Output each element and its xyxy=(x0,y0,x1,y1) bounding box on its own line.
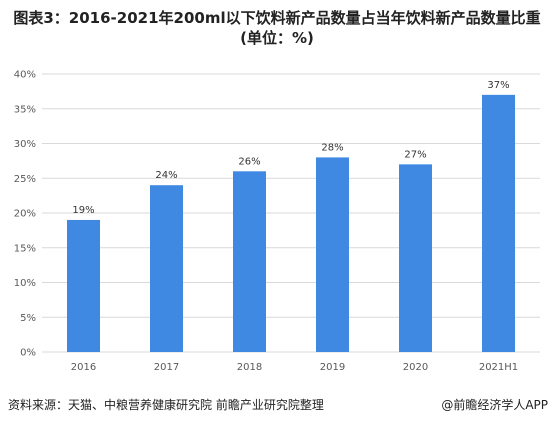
y-tick-label: 5% xyxy=(20,313,36,324)
x-axis-ticks: 2016 2017 2018 2019 2020 2021H1 xyxy=(71,362,518,373)
x-tick-label: 2020 xyxy=(403,362,428,373)
data-label: 19% xyxy=(72,205,94,216)
y-tick-label: 40% xyxy=(14,70,36,81)
y-tick-label: 10% xyxy=(14,278,36,289)
x-tick-label: 2021H1 xyxy=(479,362,518,373)
gridlines xyxy=(42,73,540,353)
credit-note: @前瞻经济学人APP xyxy=(441,398,548,412)
bar xyxy=(316,157,349,352)
x-tick-label: 2016 xyxy=(71,362,96,373)
data-label: 27% xyxy=(404,149,426,160)
bars xyxy=(67,94,515,352)
y-tick-label: 35% xyxy=(14,104,36,115)
y-tick-label: 0% xyxy=(20,348,36,359)
y-tick-label: 15% xyxy=(14,243,36,254)
bar xyxy=(399,164,432,352)
source-note: 资料来源：天猫、中粮营养健康研究院 前瞻产业研究院整理 xyxy=(8,398,324,412)
chart-title: 图表3：2016-2021年200ml以下饮料新产品数量占当年饮料新产品数量比重… xyxy=(13,9,541,47)
data-label: 37% xyxy=(487,80,509,91)
data-label: 28% xyxy=(321,142,343,153)
data-labels: 19% 24% 26% 28% 27% 37% xyxy=(72,80,509,216)
bar xyxy=(67,219,100,352)
x-tick-label: 2019 xyxy=(320,362,345,373)
x-tick-label: 2017 xyxy=(154,362,179,373)
bar xyxy=(150,185,183,352)
data-label: 24% xyxy=(155,170,177,181)
bar xyxy=(233,171,266,352)
y-tick-label: 20% xyxy=(14,209,36,220)
y-tick-label: 25% xyxy=(14,174,36,185)
y-axis-ticks: 0% 5% 10% 15% 20% 25% 30% 35% 40% xyxy=(14,70,36,359)
y-tick-label: 30% xyxy=(14,139,36,150)
x-tick-label: 2018 xyxy=(237,362,262,373)
bar xyxy=(482,94,515,352)
data-label: 26% xyxy=(238,156,260,167)
